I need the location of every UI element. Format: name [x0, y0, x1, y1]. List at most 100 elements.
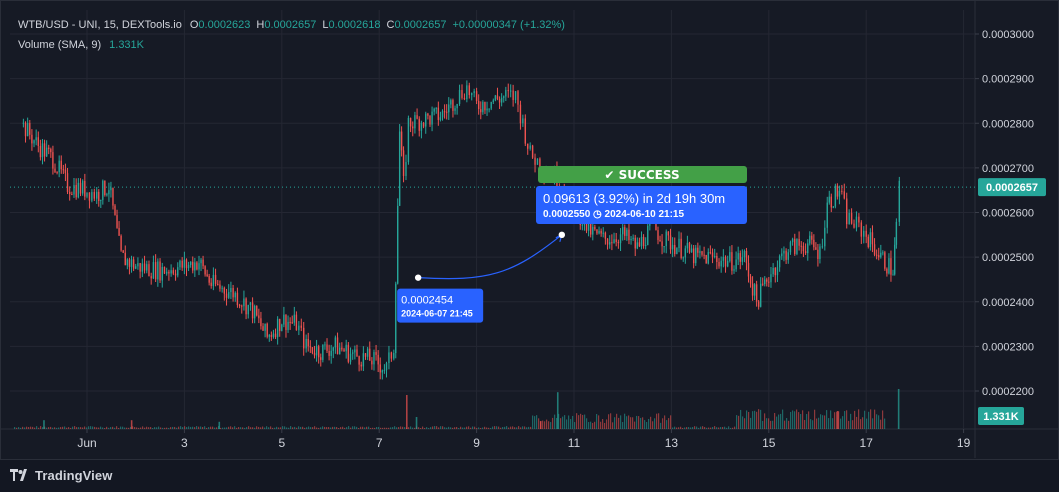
candle-body: [307, 338, 309, 347]
candle-body: [776, 267, 779, 276]
candle-body: [341, 347, 343, 350]
volume-bar: [28, 427, 30, 429]
candle-body: [185, 259, 188, 269]
volume-bar: [150, 427, 152, 429]
volume-bar: [306, 427, 308, 429]
candle-body: [398, 131, 401, 206]
candle-body: [48, 147, 50, 150]
candle-body: [841, 190, 843, 192]
last-price-badge[interactable]: 0.0002657: [978, 178, 1046, 197]
last-price-badge-bg: [978, 178, 1046, 197]
volume-bar: [606, 419, 608, 429]
candle-body: [234, 292, 236, 298]
candle-body: [345, 344, 347, 352]
candle-body: [519, 104, 522, 124]
candle-body: [749, 276, 752, 284]
volume-label[interactable]: Volume (SMA, 9): [18, 39, 102, 51]
forecast-status-badge[interactable]: ✔ SUCCESS: [538, 166, 747, 183]
volume-bar: [460, 426, 462, 429]
candle-body: [606, 238, 609, 245]
candle-body: [22, 122, 25, 124]
symbol-label[interactable]: WTB/USD: [18, 19, 69, 31]
volume-bar: [872, 418, 874, 429]
volume-bar: [314, 426, 316, 429]
candle-body: [407, 117, 410, 163]
candle-body: [402, 150, 405, 176]
candle-body: [709, 252, 712, 254]
volume-bar: [68, 427, 70, 429]
candle-body: [824, 227, 826, 247]
volume-bar: [506, 426, 508, 429]
candle-body: [189, 261, 192, 265]
volume-bar: [212, 426, 214, 429]
candle-body: [439, 117, 442, 120]
volume-bar: [552, 417, 554, 429]
volume-bar: [330, 427, 332, 429]
volume-bar: [154, 427, 156, 429]
volume-bar: [662, 418, 664, 429]
candle-body: [830, 196, 832, 208]
candle-body: [860, 222, 863, 237]
candle-body: [701, 251, 703, 255]
candle-body: [838, 190, 841, 197]
candle-body: [729, 252, 731, 261]
volume-bar: [764, 413, 766, 429]
close-value: 0.0002657: [394, 19, 447, 31]
volume-bar: [296, 427, 298, 429]
candle-body: [405, 162, 407, 176]
candle-body: [91, 192, 93, 201]
volume-bar: [158, 426, 160, 429]
candle-body: [755, 284, 758, 302]
volume-bar: [198, 426, 200, 429]
volume-bar: [794, 411, 796, 429]
candle-body: [289, 321, 291, 323]
forecast-end-label[interactable]: 0.09613 (3.92%) in 2d 19h 30m 0.0002550 ◷…: [536, 186, 747, 224]
volume-bar: [178, 426, 180, 429]
candle-body: [168, 271, 170, 274]
volume-bar: [678, 427, 680, 429]
forecast-start-label[interactable]: 0.0002454 2024-06-07 21:45: [397, 288, 484, 323]
volume-bar: [48, 427, 50, 429]
candle-body: [141, 263, 144, 272]
candle-body: [589, 220, 592, 235]
tradingview-logo-icon[interactable]: [10, 469, 30, 481]
candle-body: [517, 91, 519, 105]
volume-bar: [530, 426, 532, 429]
volume-bar: [80, 427, 82, 429]
volume-bar: [348, 426, 350, 429]
volume-bar: [236, 427, 238, 429]
brand-name[interactable]: TradingView: [35, 467, 113, 483]
candle-body: [772, 267, 774, 275]
candle-body: [422, 122, 425, 127]
volume-bar: [810, 419, 812, 429]
candle-body: [228, 292, 230, 298]
volume-bar: [604, 422, 606, 429]
candle-body: [71, 194, 73, 196]
candle-body: [266, 323, 268, 337]
volume-bar: [758, 409, 760, 429]
forecast-start-handle[interactable]: [414, 274, 422, 281]
volume-badge[interactable]: 1.331K: [978, 407, 1024, 425]
volume-bar: [554, 414, 556, 429]
candle-body: [811, 235, 813, 240]
volume-bar: [474, 426, 476, 429]
price-tick-label: 0.0003000: [982, 29, 1034, 41]
candle-body: [313, 352, 316, 356]
candle-body: [232, 287, 234, 298]
chart-frame[interactable]: [0, 0, 1059, 460]
forecast-end-handle[interactable]: [558, 231, 566, 239]
candle-body: [441, 111, 444, 118]
candle-body: [813, 239, 815, 248]
volume-bar: [558, 413, 560, 429]
forecast-curve[interactable]: [418, 234, 563, 280]
forecast-drawing[interactable]: 0.0002454 2024-06-07 21:45 0.09613 (3.92%)…: [397, 166, 747, 323]
candle-body: [647, 225, 649, 246]
candle-body: [674, 245, 676, 255]
volume-bar: [634, 421, 636, 429]
volume-bar: [458, 427, 460, 429]
candle-body: [293, 314, 296, 323]
candle-body: [869, 232, 872, 248]
volume-bar: [724, 426, 726, 429]
volume-bar: [246, 427, 248, 429]
